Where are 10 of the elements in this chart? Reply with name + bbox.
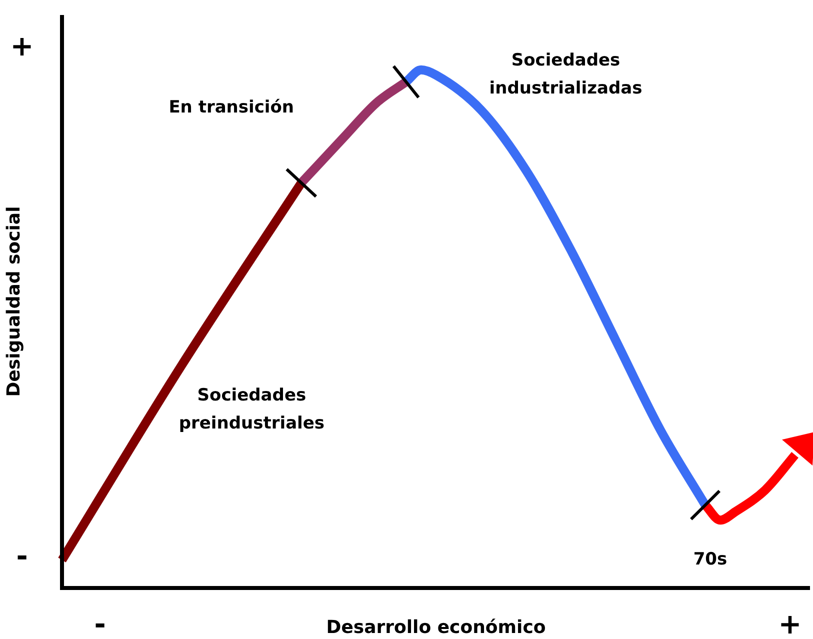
text: - <box>16 539 28 572</box>
series-label: Sociedades industrializadas <box>489 50 642 98</box>
text: + <box>778 607 802 639</box>
series-label: 70s <box>693 550 728 570</box>
text: - <box>94 607 106 639</box>
text: + <box>10 29 34 62</box>
text: En transición <box>168 97 294 118</box>
y-axis-title: Desigualdad social <box>3 206 24 397</box>
x-axis-title: Desarrollo económico <box>326 616 546 638</box>
series-label: Sociedades preindustriales <box>178 386 325 434</box>
